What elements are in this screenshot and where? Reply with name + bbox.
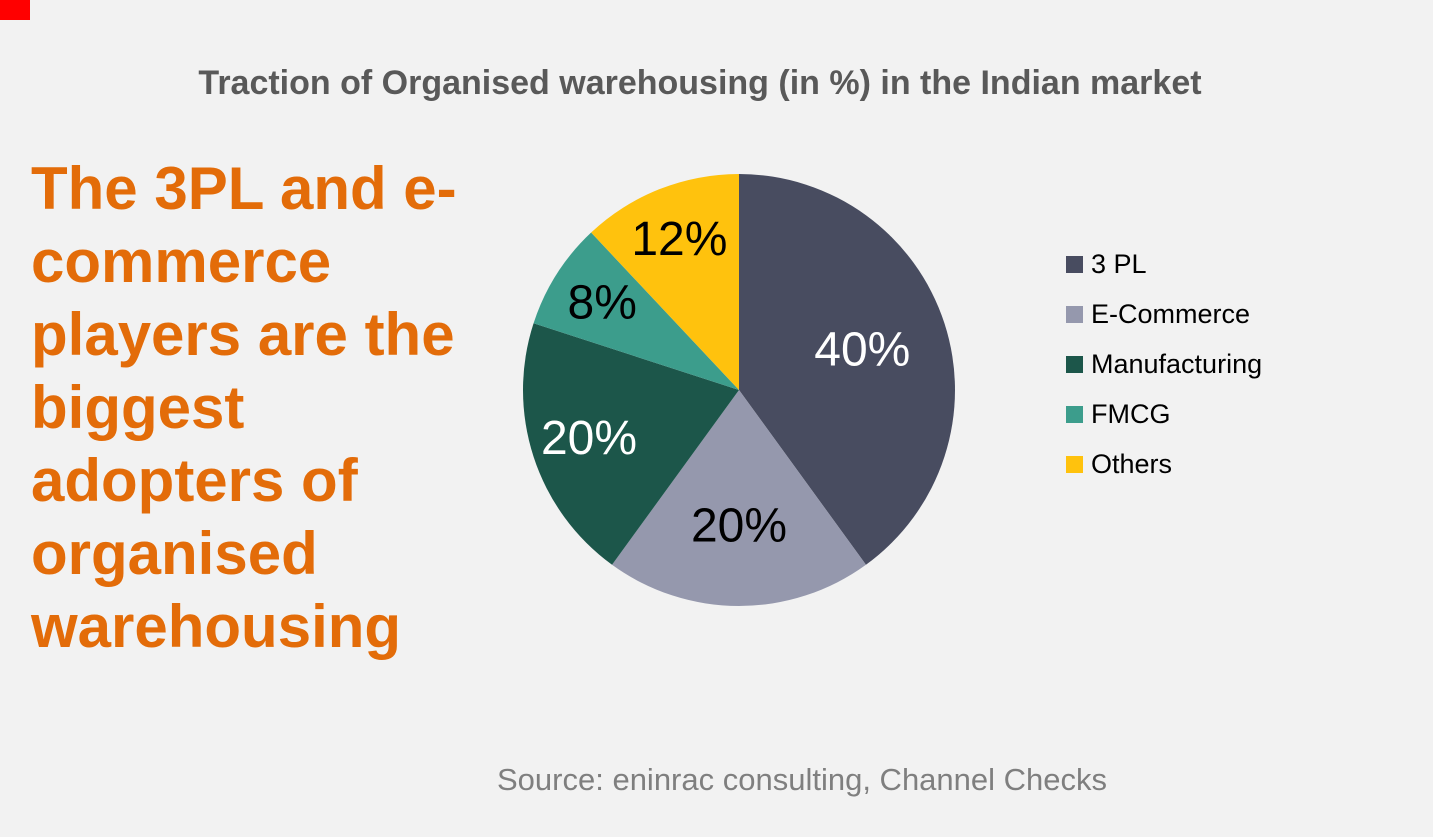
pie-slice-fmcg [533, 232, 739, 390]
headline-line: The 3PL and e- [31, 155, 457, 222]
legend-item-fmcg: FMCG [1066, 389, 1262, 439]
legend-swatch [1066, 305, 1083, 323]
legend-label: Others [1091, 448, 1173, 479]
pie-slice-e-commerce [612, 390, 866, 607]
pie-slice-label: 20% [691, 500, 787, 553]
pie-slice-label: 20% [541, 412, 637, 465]
headline-line: players are the [31, 301, 455, 368]
source-note: Source: eninrac consulting, Channel Chec… [497, 762, 1108, 797]
legend-item-e-commerce: E-Commerce [1066, 289, 1262, 339]
headline-line: commerce [31, 228, 332, 295]
headline: The 3PL and e-commerce players are the big… [31, 152, 506, 663]
legend-swatch [1066, 255, 1083, 273]
headline-line: organised [31, 520, 318, 587]
legend-item-others: Others [1066, 439, 1262, 489]
chart-legend: 3 PL E-Commerce Manufacturing FMCG Others [1066, 239, 1262, 489]
record-indicator [0, 0, 30, 20]
pie-chart: 40% 20% 20% 8% 12% [522, 174, 956, 607]
pie-slice-manufacturing [522, 323, 739, 565]
headline-line: adopters of [31, 447, 358, 514]
legend-swatch [1066, 455, 1083, 473]
pie-slice-label: 40% [814, 324, 910, 377]
legend-swatch [1066, 405, 1083, 423]
legend-label: FMCG [1091, 398, 1171, 429]
chart-title: Traction of Organised warehousing (in %)… [198, 64, 1202, 102]
pie-slice-3-pl [739, 174, 956, 565]
headline-line: warehousing [31, 593, 402, 660]
legend-item-3-pl: 3 PL [1066, 239, 1262, 289]
legend-label: E-Commerce [1091, 298, 1251, 329]
legend-swatch [1066, 355, 1083, 373]
pie-slice-label: 12% [631, 213, 727, 266]
legend-label: 3 PL [1091, 248, 1147, 279]
pie-chart-area: 40% 20% 20% 8% 12% [509, 160, 969, 620]
pie-slice-label: 8% [568, 277, 637, 330]
headline-line: biggest [31, 374, 245, 441]
legend-label: Manufacturing [1091, 348, 1263, 379]
pie-slice-others [591, 174, 739, 390]
legend-item-manufacturing: Manufacturing [1066, 339, 1262, 389]
